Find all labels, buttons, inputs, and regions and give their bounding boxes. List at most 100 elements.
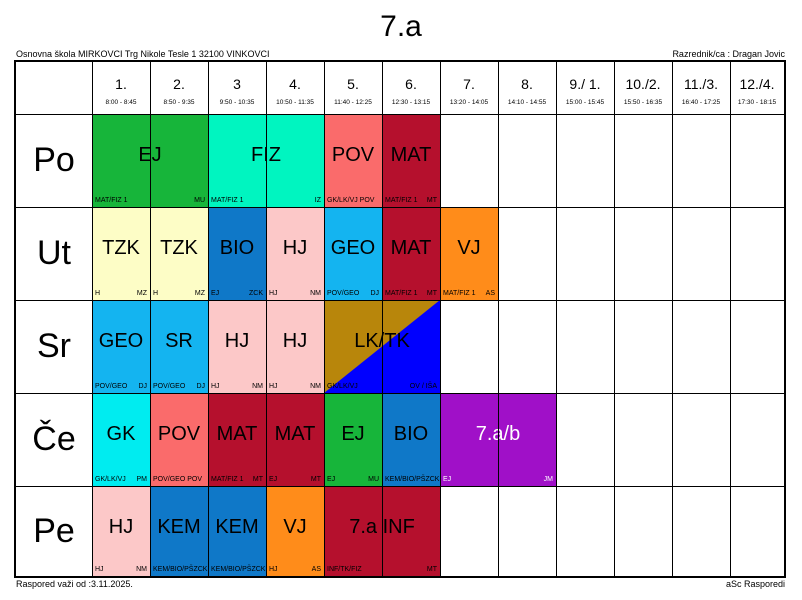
period-time: 8:50 - 9:35 bbox=[163, 99, 195, 106]
lesson-cell[interactable]: VJ HJ AS bbox=[266, 486, 324, 576]
period-number: 8. bbox=[521, 76, 533, 92]
lesson-group: GK/LK/VJ bbox=[327, 383, 358, 390]
grid-line-horizontal bbox=[16, 393, 784, 394]
lesson-group: MAT/FIZ 1 bbox=[211, 197, 244, 204]
period-time: 14:10 - 14:55 bbox=[507, 99, 547, 106]
lesson-teacher: NM bbox=[310, 383, 321, 390]
lesson-teacher: PM bbox=[136, 476, 148, 483]
lesson-cell[interactable]: MAT MAT/FIZ 1 MT bbox=[208, 393, 266, 486]
lesson-cell[interactable]: GEO POV/GEO DJ bbox=[92, 300, 150, 393]
lesson-teacher: MZ bbox=[136, 290, 147, 297]
lesson-group: INF/TK/FIZ bbox=[327, 566, 362, 573]
period-number: 6. bbox=[405, 76, 417, 92]
period-number: 2. bbox=[173, 76, 185, 92]
lesson-subject: KEM bbox=[157, 516, 201, 538]
lesson-teacher: NM bbox=[136, 566, 147, 573]
lesson-cell[interactable]: HJ HJ NM bbox=[266, 300, 324, 393]
lesson-teacher: DJ bbox=[138, 383, 147, 390]
lesson-cell[interactable]: TZK H MZ bbox=[150, 207, 208, 300]
day-label: Če bbox=[32, 420, 76, 458]
lesson-cell[interactable]: HJ HJ NM bbox=[92, 486, 150, 576]
lesson-group: H bbox=[153, 290, 159, 297]
grid-line-vertical bbox=[498, 62, 499, 576]
period-time: 8:00 - 8:45 bbox=[105, 99, 137, 106]
day-label: Ut bbox=[37, 234, 71, 272]
grid-line-vertical bbox=[266, 62, 267, 576]
lesson-teacher: IZ bbox=[314, 197, 321, 204]
lesson-subject: HJ bbox=[282, 330, 308, 352]
lesson-cell[interactable]: HJ HJ NM bbox=[208, 300, 266, 393]
lesson-cell[interactable]: GEO POV/GEO DJ bbox=[324, 207, 382, 300]
period-time: 9:50 - 10:35 bbox=[219, 99, 255, 106]
lesson-cell[interactable]: GK GK/LK/VJ PM bbox=[92, 393, 150, 486]
period-number: 9./ 1. bbox=[569, 76, 601, 92]
lesson-group: HJ bbox=[269, 290, 278, 297]
lesson-subject: 7.a/b bbox=[475, 423, 521, 445]
lesson-group: EJ bbox=[443, 476, 452, 483]
lesson-group: EJ bbox=[327, 476, 336, 483]
lesson-subject: BIO bbox=[393, 423, 429, 445]
period-time: 15:00 - 15:45 bbox=[565, 99, 605, 106]
lesson-group: H bbox=[95, 290, 101, 297]
grid-line-vertical bbox=[382, 62, 383, 576]
lesson-subject: HJ bbox=[108, 516, 134, 538]
lesson-cell[interactable]: KEM KEM/BIO/PŠZCK bbox=[208, 486, 266, 576]
period-number: 3 bbox=[233, 76, 241, 92]
lesson-subject: POV bbox=[331, 144, 375, 166]
lesson-subject: BIO bbox=[219, 237, 255, 259]
lesson-subject: LK/TK bbox=[354, 330, 410, 352]
lesson-cell[interactable]: MAT MAT/FIZ 1 MT bbox=[382, 114, 440, 207]
valid-from: Raspored važi od :3.11.2025. bbox=[16, 579, 133, 589]
lesson-teacher: JM bbox=[543, 476, 553, 483]
lesson-subject: 7.a INF bbox=[349, 516, 415, 538]
lesson-teacher: ZCK bbox=[249, 290, 263, 297]
period-number: 4. bbox=[289, 76, 301, 92]
timetable-grid: 1. 8:00 - 8:45 2. 8:50 - 9:35 3 9:50 - 10:35 4… bbox=[14, 60, 786, 578]
lesson-cell[interactable]: VJ MAT/FIZ 1 AS bbox=[440, 207, 498, 300]
lesson-group: KEM/BIO/PŠZCK bbox=[153, 566, 208, 573]
lesson-subject: GEO bbox=[330, 237, 376, 259]
lesson-cell[interactable]: MAT MAT/FIZ 1 MT bbox=[382, 207, 440, 300]
class-teacher: Razrednik/ca : Dragan Jovic bbox=[672, 49, 785, 59]
grid-line-vertical bbox=[672, 62, 673, 576]
period-time: 15:50 - 16:35 bbox=[623, 99, 663, 106]
day-label: Po bbox=[33, 141, 75, 179]
lesson-cell[interactable]: MAT EJ MT bbox=[266, 393, 324, 486]
lesson-cell[interactable]: HJ HJ NM bbox=[266, 207, 324, 300]
lesson-cell[interactable]: KEM KEM/BIO/PŠZCK bbox=[150, 486, 208, 576]
lesson-cell[interactable]: SR POV/GEO DJ bbox=[150, 300, 208, 393]
period-header-3: 3 9:50 - 10:35 bbox=[208, 62, 266, 114]
period-number: 1. bbox=[115, 76, 127, 92]
period-number: 12./4. bbox=[739, 76, 775, 92]
lesson-teacher: OV / IŠA bbox=[409, 383, 437, 390]
page-title: 7.a bbox=[380, 10, 422, 43]
lesson-teacher: MT bbox=[310, 476, 321, 483]
lesson-group: KEM/BIO/PŠZCK bbox=[211, 566, 266, 573]
school-name: Osnovna škola MIRKOVCI Trg Nikole Tesle … bbox=[16, 49, 270, 59]
lesson-subject: MAT bbox=[390, 144, 432, 166]
lesson-teacher: MU bbox=[368, 476, 379, 483]
period-number: 7. bbox=[463, 76, 475, 92]
lesson-cell[interactable]: BIO EJ ZCK bbox=[208, 207, 266, 300]
lesson-group: MAT/FIZ 1 bbox=[385, 197, 418, 204]
lesson-cell[interactable]: POV GK/LK/VJ POV bbox=[324, 114, 382, 207]
period-header-1: 1. 8:00 - 8:45 bbox=[92, 62, 150, 114]
period-header-7: 7. 13:20 - 14:05 bbox=[440, 62, 498, 114]
lesson-cell[interactable]: TZK H MZ bbox=[92, 207, 150, 300]
period-header-5: 5. 11:40 - 12:25 bbox=[324, 62, 382, 114]
grid-line-vertical bbox=[92, 62, 93, 576]
lesson-teacher: MU bbox=[194, 197, 205, 204]
lesson-cell[interactable]: EJ EJ MU bbox=[324, 393, 382, 486]
period-header-8: 8. 14:10 - 14:55 bbox=[498, 62, 556, 114]
lesson-group: POV/GEO bbox=[153, 383, 186, 390]
lesson-cell[interactable]: POV POV/GEO POV bbox=[150, 393, 208, 486]
period-time: 16:40 - 17:25 bbox=[681, 99, 721, 106]
lesson-teacher: NM bbox=[310, 290, 321, 297]
lesson-subject: GK bbox=[106, 423, 136, 445]
period-time: 10:50 - 11:35 bbox=[276, 99, 314, 106]
lesson-group: MAT/FIZ 1 bbox=[443, 290, 476, 297]
lesson-cell[interactable]: BIO KEM/BIO/PŠZCK bbox=[382, 393, 440, 486]
lesson-teacher: MT bbox=[426, 197, 437, 204]
lesson-group: KEM/BIO/PŠZCK bbox=[385, 476, 440, 483]
lesson-teacher: MT bbox=[252, 476, 263, 483]
